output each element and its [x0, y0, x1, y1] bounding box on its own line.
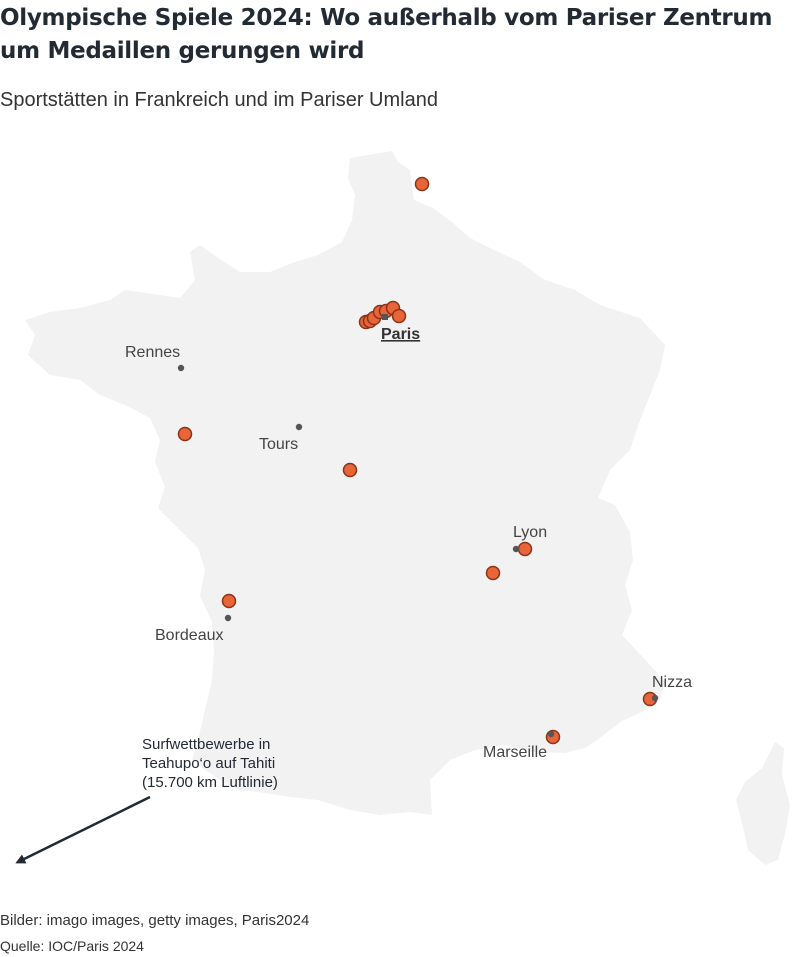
paris-marker — [382, 314, 388, 320]
city-dots — [177, 314, 659, 738]
venue-lille — [414, 176, 430, 192]
bordeaux-dot — [224, 614, 232, 622]
annotation-line-2: Teahupo‘o auf Tahiti — [142, 755, 275, 772]
annotation-line-3: (15.700 km Luftlinie) — [142, 774, 278, 791]
venue-saint-etienne — [485, 565, 501, 581]
map-title: Olympische Spiele 2024: Wo außerhalb vom… — [0, 5, 773, 64]
tours-label: Tours — [259, 436, 298, 453]
venue-chateauroux — [342, 462, 358, 478]
rennes-label: Rennes — [125, 344, 180, 361]
paris-label: Paris — [381, 326, 420, 343]
venue-paris-region — [391, 308, 407, 324]
marseille-dot — [547, 730, 555, 738]
rennes-dot — [177, 364, 185, 372]
tahiti-arrow — [15, 795, 151, 864]
source-note: Quelle: IOC/Paris 2024 — [0, 938, 144, 954]
nizza-dot — [651, 694, 659, 702]
venue-nantes — [177, 426, 193, 442]
bordeaux-label: Bordeaux — [155, 627, 224, 644]
tahiti-annotation: Surfwettbewerbe in Teahupo‘o auf Tahiti … — [142, 736, 278, 791]
lyon-label: Lyon — [513, 524, 547, 541]
marseille-label: Marseille — [483, 744, 547, 761]
nizza-label: Nizza — [652, 674, 692, 691]
france-mainland-shape — [25, 151, 665, 815]
map-subtitle: Sportstätten in Frankreich und im Parise… — [0, 89, 438, 111]
tours-dot — [295, 423, 303, 431]
venue-lyon — [517, 541, 533, 557]
corsica-shape — [736, 742, 790, 865]
lyon-dot — [512, 545, 520, 553]
image-credit: Bilder: imago images, getty images, Pari… — [0, 912, 310, 929]
annotation-line-1: Surfwettbewerbe in — [142, 736, 270, 753]
venue-bordeaux — [221, 593, 237, 609]
